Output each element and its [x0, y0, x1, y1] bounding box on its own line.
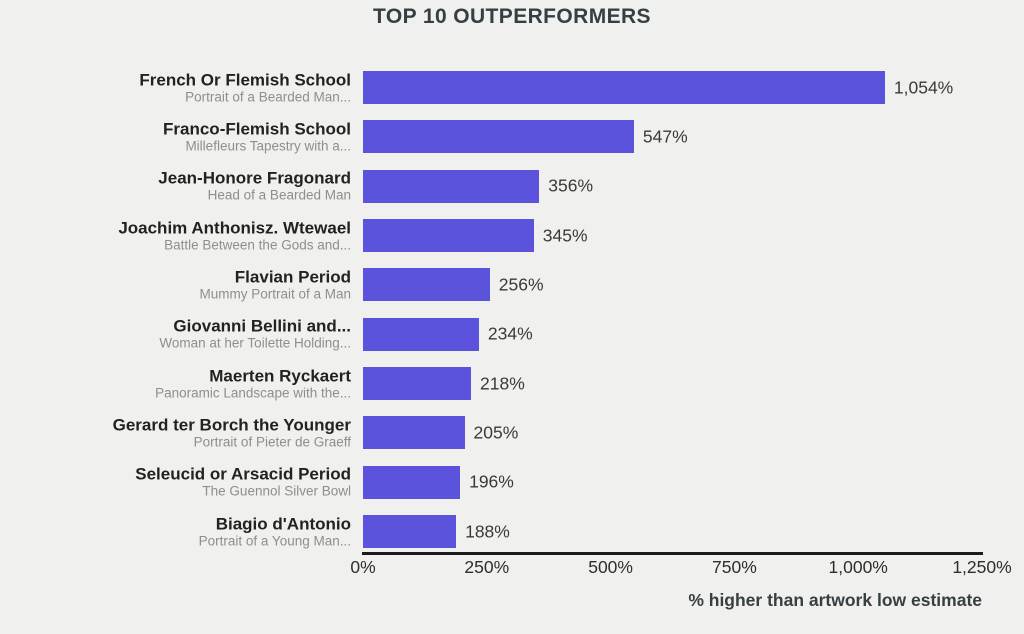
bar-value-label: 547%: [642, 126, 688, 147]
x-axis-tick: 1,000%: [828, 557, 888, 577]
bar-category-subtitle: The Guennol Silver Bowl: [202, 483, 351, 499]
bar-category: Giovanni Bellini and... Woman at her Toil…: [0, 317, 351, 352]
bar: [363, 367, 471, 400]
x-axis-tick: 750%: [712, 557, 757, 577]
bar-row: Maerten Ryckaert Panoramic Landscape with…: [0, 366, 1024, 401]
x-axis-label: % higher than artwork low estimate: [688, 590, 982, 610]
bar-row: Seleucid or Arsacid Period The Guennol Si…: [0, 465, 1024, 500]
bar: [363, 515, 457, 548]
x-axis-tick: 250%: [464, 557, 510, 577]
bar-value-label: 256%: [498, 274, 544, 295]
bar-category: Joachim Anthonisz. Wtewael Battle Between…: [0, 218, 351, 253]
bar-value-label: 196%: [469, 471, 514, 492]
bar: [363, 71, 885, 104]
bar-row: Gerard ter Borch the Younger Portrait of …: [0, 415, 1024, 450]
bar-row: Franco-Flemish School Millefleurs Tapestr…: [0, 119, 1024, 154]
bar-value-label: 1,054%: [893, 77, 954, 97]
bar-row: Biagio d'Antonio Portrait of a Young Man.…: [0, 514, 1024, 549]
bar-category-subtitle: Portrait of Pieter de Graeff: [193, 434, 351, 450]
bar-category-subtitle: Head of a Bearded Man: [207, 187, 351, 203]
bar-category-subtitle: Millefleurs Tapestry with a...: [185, 138, 351, 154]
bar-category: Gerard ter Borch the Younger Portrait of …: [0, 415, 351, 450]
bar-category-subtitle: Battle Between the Gods and...: [164, 237, 351, 252]
bar-value-label: 218%: [480, 373, 525, 393]
bar: [363, 317, 479, 351]
bar-value-label: 345%: [542, 225, 588, 245]
bar-category-name: Franco-Flemish School: [163, 119, 351, 139]
bar: [363, 268, 490, 302]
bar-row: Joachim Anthonisz. Wtewael Battle Between…: [0, 218, 1024, 253]
bar-category-subtitle: Portrait of a Young Man...: [198, 533, 351, 548]
bar-row: Giovanni Bellini and... Woman at her Toil…: [0, 317, 1024, 352]
bar-row: Flavian Period Mummy Portrait of a Man 256…: [0, 267, 1024, 302]
bar-category-name: Maerten Ryckaert: [209, 366, 351, 385]
bar-category: Flavian Period Mummy Portrait of a Man: [0, 267, 351, 302]
bar-category: French Or Flemish School Portrait of a Be…: [0, 70, 351, 105]
bar-category-name: Jean-Honore Fragonard: [158, 168, 351, 188]
x-axis-tick: 0%: [350, 557, 376, 577]
bar-category-name: Flavian Period: [234, 267, 351, 287]
bar-row: French Or Flemish School Portrait of a Be…: [0, 70, 1024, 105]
bar: [363, 219, 534, 252]
bar-category-name: Biagio d'Antonio: [215, 514, 351, 533]
bar-row: Jean-Honore Fragonard Head of a Bearded M…: [0, 169, 1024, 204]
bar-category-subtitle: Woman at her Toilette Holding...: [159, 335, 351, 351]
bar: [363, 416, 465, 450]
chart-title: TOP 10 OUTPERFORMERS: [373, 5, 651, 28]
bar: [363, 465, 461, 499]
bar-category-name: Giovanni Bellini and...: [173, 316, 351, 336]
bar: [363, 120, 634, 154]
bar-value-label: 234%: [487, 323, 533, 344]
bar-value-label: 188%: [465, 521, 510, 541]
bar: [363, 169, 540, 203]
bar-category-subtitle: Panoramic Landscape with the...: [155, 385, 351, 400]
bar-category: Franco-Flemish School Millefleurs Tapestr…: [0, 119, 351, 154]
x-axis-tick: 1,250%: [952, 557, 1012, 577]
bar-category: Seleucid or Arsacid Period The Guennol Si…: [0, 465, 351, 500]
bar-category-name: French Or Flemish School: [139, 70, 351, 89]
bar-category-name: Gerard ter Borch the Younger: [112, 415, 351, 435]
bar-value-label: 205%: [473, 422, 519, 443]
bar-category-subtitle: Portrait of a Bearded Man...: [185, 89, 351, 104]
x-axis-line: [362, 552, 983, 555]
bar-category: Maerten Ryckaert Panoramic Landscape with…: [0, 366, 351, 401]
bar-category-subtitle: Mummy Portrait of a Man: [199, 286, 351, 302]
bar-category-name: Joachim Anthonisz. Wtewael: [118, 218, 351, 237]
bar-value-label: 356%: [548, 175, 594, 196]
x-axis-tick: 500%: [588, 557, 633, 577]
bar-category: Biagio d'Antonio Portrait of a Young Man.…: [0, 514, 351, 549]
bar-category: Jean-Honore Fragonard Head of a Bearded M…: [0, 169, 351, 204]
bar-category-name: Seleucid or Arsacid Period: [135, 464, 351, 484]
